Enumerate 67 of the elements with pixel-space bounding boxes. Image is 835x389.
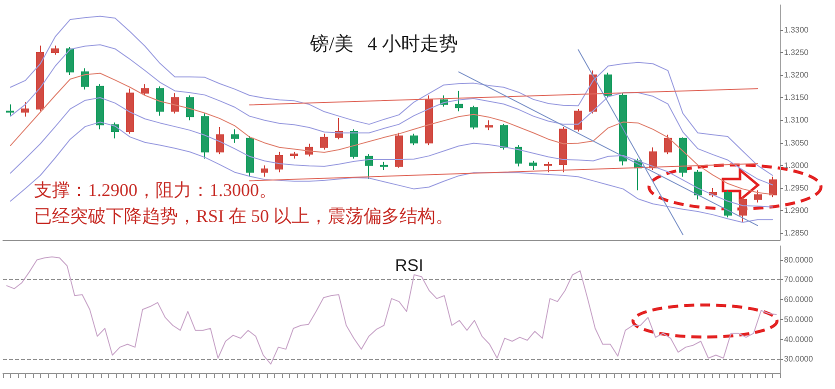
candlestick — [6, 104, 14, 116]
text: RSI — [395, 256, 424, 275]
candlestick — [649, 146, 657, 170]
candlestick — [380, 161, 388, 170]
candlestick — [544, 161, 552, 173]
line-series — [6, 256, 777, 365]
candlestick — [216, 126, 224, 155]
candlestick — [529, 160, 537, 170]
candlestick — [619, 92, 627, 166]
candlestick — [246, 136, 254, 178]
candlestick — [500, 123, 508, 150]
line-series — [10, 97, 774, 208]
candlestick — [36, 45, 44, 112]
candlestick — [186, 94, 194, 121]
candlestick — [604, 72, 612, 98]
y-tick-label: 50.0000 — [784, 314, 814, 324]
y-tick-label: 1.3150 — [784, 93, 810, 102]
candlestick — [664, 134, 672, 155]
candlestick — [425, 94, 433, 146]
candlestick — [156, 86, 164, 116]
candlestick — [290, 151, 298, 160]
line-series — [10, 16, 774, 176]
candlestick — [410, 133, 418, 146]
y-tick-label: 1.3250 — [784, 48, 810, 57]
candlestick — [81, 68, 89, 90]
y-tick-label: 1.3050 — [784, 138, 810, 148]
candlestick — [739, 196, 747, 222]
candlestick — [141, 84, 149, 96]
candlestick — [171, 92, 179, 114]
candlestick — [455, 90, 463, 112]
candlestick — [485, 120, 493, 131]
y-tick-label: 1.2850 — [784, 228, 810, 238]
candlestick — [51, 45, 59, 56]
y-tick-label: 70.0000 — [784, 275, 814, 284]
text: 镑/美 4 小时走势 — [309, 33, 458, 55]
candlestick — [201, 112, 209, 160]
candlestick — [96, 84, 104, 130]
y-tick-label: 1.2900 — [784, 206, 810, 216]
candlestick — [275, 151, 283, 173]
y-tick-label: 30.0000 — [784, 354, 814, 364]
candlestick — [320, 133, 328, 150]
candlestick — [694, 169, 702, 200]
y-tick-label: 1.3100 — [784, 116, 810, 125]
candlestick — [679, 136, 687, 178]
candlestick — [574, 108, 582, 132]
candlestick — [21, 102, 29, 118]
candlestick — [470, 105, 478, 130]
candlestick — [515, 144, 522, 167]
candlestick — [126, 88, 134, 134]
candlestick — [261, 164, 268, 178]
annotation: 已经突破下降趋势，RSI 在 50 以上，震荡偏多结构。 — [34, 206, 454, 226]
candlestick — [769, 176, 777, 198]
candlestick — [754, 190, 762, 203]
candlestick — [231, 128, 239, 144]
y-tick-label: 60.0000 — [784, 295, 814, 304]
candlestick — [350, 128, 358, 160]
y-tick-label: 40.0000 — [784, 334, 814, 344]
y-tick-label: 1.3300 — [784, 25, 810, 34]
candlestick — [66, 46, 74, 76]
y-tick-label: 1.3000 — [784, 160, 810, 170]
y-tick-label: 1.2950 — [784, 184, 810, 193]
candlestick — [395, 132, 403, 168]
y-tick-label: 80.0000 — [784, 255, 814, 264]
line-series — [10, 122, 774, 223]
candlestick — [559, 126, 567, 173]
annotation: 支撑：1.2900，阻力：1.3000。 — [34, 180, 277, 200]
y-tick-label: 1.3200 — [784, 70, 810, 80]
